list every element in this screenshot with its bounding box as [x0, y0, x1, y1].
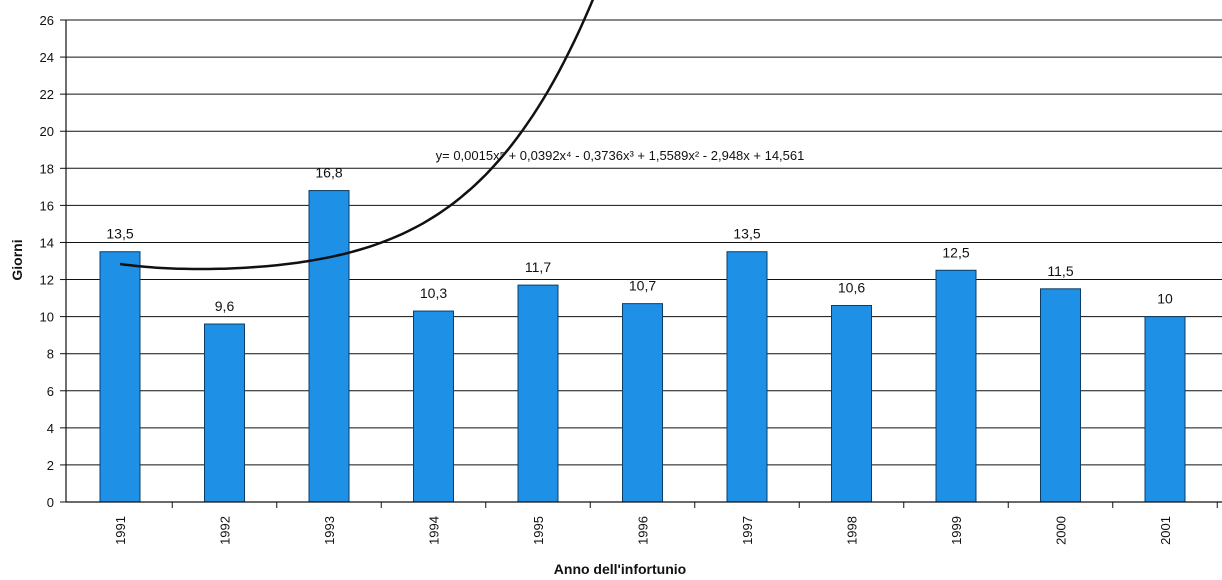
bar — [726, 251, 768, 503]
y-tick-label: 10 — [40, 310, 54, 325]
y-tick-label: 6 — [47, 384, 54, 399]
value-label: 10,6 — [838, 279, 865, 295]
y-tick-label: 8 — [47, 347, 54, 362]
value-label: 12,5 — [942, 244, 969, 260]
x-tick-labels: 1991 1992 1993 1994 1995 1996 1997 1998 1999 2000… — [113, 516, 1173, 545]
value-label: 13,5 — [733, 226, 760, 242]
bar — [1144, 316, 1186, 503]
y-axis-title: Giorni — [9, 239, 25, 280]
value-labels: 13,5 9,6 16,8 10,3 11,7 10,7 13,5 10,6 12,5 11,5 1… — [106, 165, 1173, 314]
trendline-equation: y= 0,0015x⁵ + 0,0392x⁴ - 0,3736x³ + 1,55… — [436, 148, 805, 163]
y-tick-label: 0 — [47, 495, 54, 510]
x-tick-label: 1995 — [531, 516, 546, 545]
bar — [1040, 288, 1081, 503]
y-tick-label: 4 — [47, 421, 54, 436]
value-label: 10,7 — [629, 278, 656, 294]
value-label: 10,3 — [420, 285, 447, 301]
y-tick-label: 12 — [40, 273, 54, 288]
x-tick-label: 1999 — [949, 516, 964, 545]
bar — [308, 190, 350, 503]
x-tick-label: 1996 — [636, 516, 651, 545]
bar — [935, 269, 977, 503]
x-tick-label: 2001 — [1158, 516, 1173, 545]
x-axis-title: Anno dell'infortunio — [554, 561, 686, 577]
bar — [622, 303, 663, 503]
value-label: 11,5 — [1047, 263, 1073, 279]
y-tick-label: 18 — [40, 161, 54, 176]
x-tick-label: 1998 — [845, 516, 860, 545]
y-tick-label: 20 — [40, 124, 54, 139]
value-label: 11,7 — [525, 259, 551, 275]
bar — [99, 251, 141, 503]
y-tick-label: 26 — [40, 13, 54, 28]
bar — [413, 310, 454, 503]
value-label: 10 — [1157, 291, 1173, 307]
bar — [517, 284, 559, 503]
value-label: 16,8 — [315, 165, 342, 181]
value-label: 13,5 — [106, 226, 133, 242]
x-tick-label: 1993 — [322, 516, 337, 545]
axes — [60, 19, 1222, 508]
x-tick-label: 1994 — [427, 516, 442, 545]
y-tick-label: 22 — [40, 87, 54, 102]
x-tick-label: 1992 — [218, 516, 233, 545]
bars — [99, 190, 1186, 503]
y-tick-label: 24 — [40, 50, 54, 65]
x-tick-label: 2000 — [1054, 516, 1069, 545]
bar — [204, 323, 245, 503]
y-tick-label: 2 — [47, 458, 54, 473]
trendline — [119, 0, 595, 271]
value-label: 9,6 — [215, 298, 235, 314]
x-tick-label: 1997 — [740, 516, 755, 545]
x-tick-label: 1991 — [113, 516, 128, 545]
bar — [831, 304, 872, 503]
y-tick-label: 16 — [40, 198, 54, 213]
y-tick-label: 14 — [40, 235, 54, 250]
